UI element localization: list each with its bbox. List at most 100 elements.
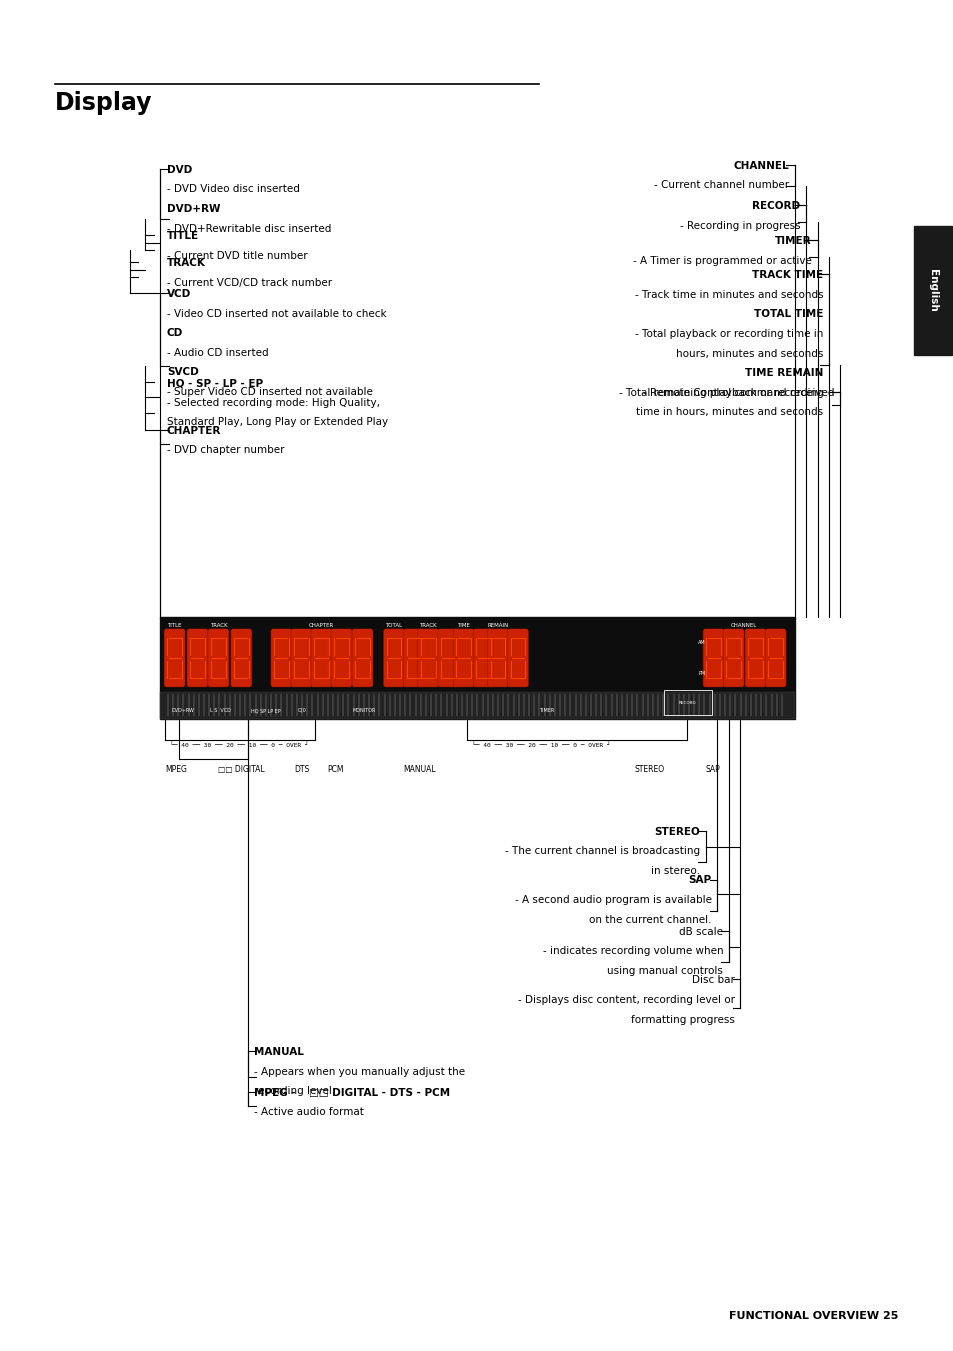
Text: TRACK TIME: TRACK TIME <box>751 270 822 280</box>
Text: □□ DIGITAL: □□ DIGITAL <box>217 765 264 774</box>
Text: SVCD: SVCD <box>167 367 198 377</box>
FancyBboxPatch shape <box>271 630 292 688</box>
FancyBboxPatch shape <box>437 630 458 688</box>
Text: - DVD chapter number: - DVD chapter number <box>167 444 284 455</box>
FancyBboxPatch shape <box>231 630 252 688</box>
Text: Standard Play, Long Play or Extended Play: Standard Play, Long Play or Extended Pla… <box>167 417 388 427</box>
Text: TRACK: TRACK <box>167 258 206 267</box>
Text: - indicates recording volume when: - indicates recording volume when <box>542 946 722 957</box>
FancyBboxPatch shape <box>291 630 312 688</box>
Text: └─ 40 ── 30 ── 20 ── 10 ── 0 ─ OVER ┘: └─ 40 ── 30 ── 20 ── 10 ── 0 ─ OVER ┘ <box>170 742 308 747</box>
Text: - Audio CD inserted: - Audio CD inserted <box>167 347 269 358</box>
Text: PCM: PCM <box>327 765 343 774</box>
Text: DVD÷RW: DVD÷RW <box>172 708 194 713</box>
FancyBboxPatch shape <box>164 630 185 688</box>
FancyBboxPatch shape <box>160 692 794 719</box>
Circle shape <box>494 662 499 670</box>
Text: VCD: VCD <box>167 289 191 299</box>
Text: STEREO: STEREO <box>634 765 664 774</box>
Text: TOTAL TIME: TOTAL TIME <box>753 309 822 319</box>
Text: MANUAL: MANUAL <box>403 765 436 774</box>
Text: CHAPTER: CHAPTER <box>167 426 221 435</box>
Text: MANUAL: MANUAL <box>253 1047 303 1056</box>
Text: STEREO: STEREO <box>654 827 700 836</box>
Text: Display: Display <box>55 91 152 115</box>
Text: - Total playback or recording time in: - Total playback or recording time in <box>635 328 822 339</box>
Text: - DVD+Rewritable disc inserted: - DVD+Rewritable disc inserted <box>167 223 331 234</box>
Text: O(0: O(0 <box>297 708 306 713</box>
FancyBboxPatch shape <box>403 630 424 688</box>
Text: RECORD: RECORD <box>679 701 696 704</box>
Circle shape <box>459 646 465 654</box>
Text: TOTAL: TOTAL <box>385 623 402 628</box>
Text: formatting progress: formatting progress <box>630 1015 734 1024</box>
Text: time in hours, minutes and seconds: time in hours, minutes and seconds <box>636 407 822 417</box>
Text: - Total remaining playback or recording: - Total remaining playback or recording <box>618 388 822 397</box>
Text: MONITOR: MONITOR <box>353 708 376 713</box>
FancyBboxPatch shape <box>383 630 404 688</box>
Text: CHANNEL: CHANNEL <box>730 623 757 628</box>
Text: - Recording in progress: - Recording in progress <box>679 222 800 231</box>
FancyBboxPatch shape <box>473 630 494 688</box>
Text: └─ 40 ── 30 ── 20 ── 10 ── 0 ─ OVER ┘: └─ 40 ── 30 ── 20 ── 10 ── 0 ─ OVER ┘ <box>472 742 610 747</box>
Text: HQ - SP - LP - EP: HQ - SP - LP - EP <box>167 378 263 388</box>
Text: hours, minutes and seconds: hours, minutes and seconds <box>676 349 822 358</box>
Text: - Remote Control command received: - Remote Control command received <box>642 388 834 397</box>
Text: DVD+RW: DVD+RW <box>167 204 220 213</box>
FancyBboxPatch shape <box>507 630 528 688</box>
Circle shape <box>424 662 430 670</box>
Text: DTS: DTS <box>294 765 309 774</box>
Text: - Current DVD title number: - Current DVD title number <box>167 251 307 261</box>
Text: - DVD Video disc inserted: - DVD Video disc inserted <box>167 184 299 195</box>
FancyBboxPatch shape <box>417 630 438 688</box>
FancyBboxPatch shape <box>487 630 508 688</box>
FancyBboxPatch shape <box>331 630 352 688</box>
Text: SAP: SAP <box>688 875 711 885</box>
Text: - Current channel number: - Current channel number <box>653 180 788 190</box>
Text: - Video CD inserted not available to check: - Video CD inserted not available to che… <box>167 308 386 319</box>
Text: TIME: TIME <box>456 623 470 628</box>
Text: on the current channel.: on the current channel. <box>589 915 711 924</box>
Circle shape <box>494 646 499 654</box>
FancyBboxPatch shape <box>744 630 765 688</box>
FancyBboxPatch shape <box>913 227 951 354</box>
Text: recording level.: recording level. <box>253 1086 335 1096</box>
Text: - Selected recording mode: High Quality,: - Selected recording mode: High Quality, <box>167 399 379 408</box>
Text: FUNCTIONAL OVERVIEW 25: FUNCTIONAL OVERVIEW 25 <box>728 1312 898 1321</box>
Text: CD: CD <box>167 328 183 338</box>
Text: - A Timer is programmed or active: - A Timer is programmed or active <box>633 257 811 266</box>
Text: - Active audio format: - Active audio format <box>253 1108 363 1117</box>
Text: MPEG: MPEG <box>165 765 187 774</box>
FancyBboxPatch shape <box>702 630 723 688</box>
Text: TIMER: TIMER <box>775 236 811 246</box>
Text: - A second audio program is available: - A second audio program is available <box>515 896 711 905</box>
Text: - Current VCD/CD track number: - Current VCD/CD track number <box>167 278 332 288</box>
Text: CHAPTER: CHAPTER <box>309 623 334 628</box>
Text: - The current channel is broadcasting: - The current channel is broadcasting <box>504 846 700 857</box>
Text: Disc bar: Disc bar <box>691 975 734 985</box>
Text: TRACK: TRACK <box>419 623 436 628</box>
FancyBboxPatch shape <box>722 630 743 688</box>
FancyBboxPatch shape <box>453 630 474 688</box>
Text: MPEG -: MPEG - <box>253 1088 298 1097</box>
Text: □□ DIGITAL - DTS - PCM: □□ DIGITAL - DTS - PCM <box>309 1088 450 1097</box>
Text: TITLE: TITLE <box>167 623 182 628</box>
Text: REMAIN: REMAIN <box>487 623 508 628</box>
Text: CHANNEL: CHANNEL <box>733 161 788 170</box>
Text: PM: PM <box>698 670 704 676</box>
FancyBboxPatch shape <box>352 630 373 688</box>
Text: - Super Video CD inserted not available: - Super Video CD inserted not available <box>167 386 373 397</box>
Text: SAP: SAP <box>705 765 720 774</box>
FancyBboxPatch shape <box>208 630 229 688</box>
FancyBboxPatch shape <box>311 630 332 688</box>
Text: L S  VCD: L S VCD <box>210 708 231 713</box>
Text: - Track time in minutes and seconds: - Track time in minutes and seconds <box>634 289 822 300</box>
FancyBboxPatch shape <box>764 630 785 688</box>
Text: dB scale: dB scale <box>679 927 722 936</box>
FancyBboxPatch shape <box>160 617 794 719</box>
Text: TRACK: TRACK <box>210 623 227 628</box>
Text: TITLE: TITLE <box>167 231 199 240</box>
Text: RECORD: RECORD <box>752 201 800 211</box>
Text: in stereo.: in stereo. <box>651 866 700 875</box>
Text: HQ SP LP EP: HQ SP LP EP <box>251 708 280 713</box>
